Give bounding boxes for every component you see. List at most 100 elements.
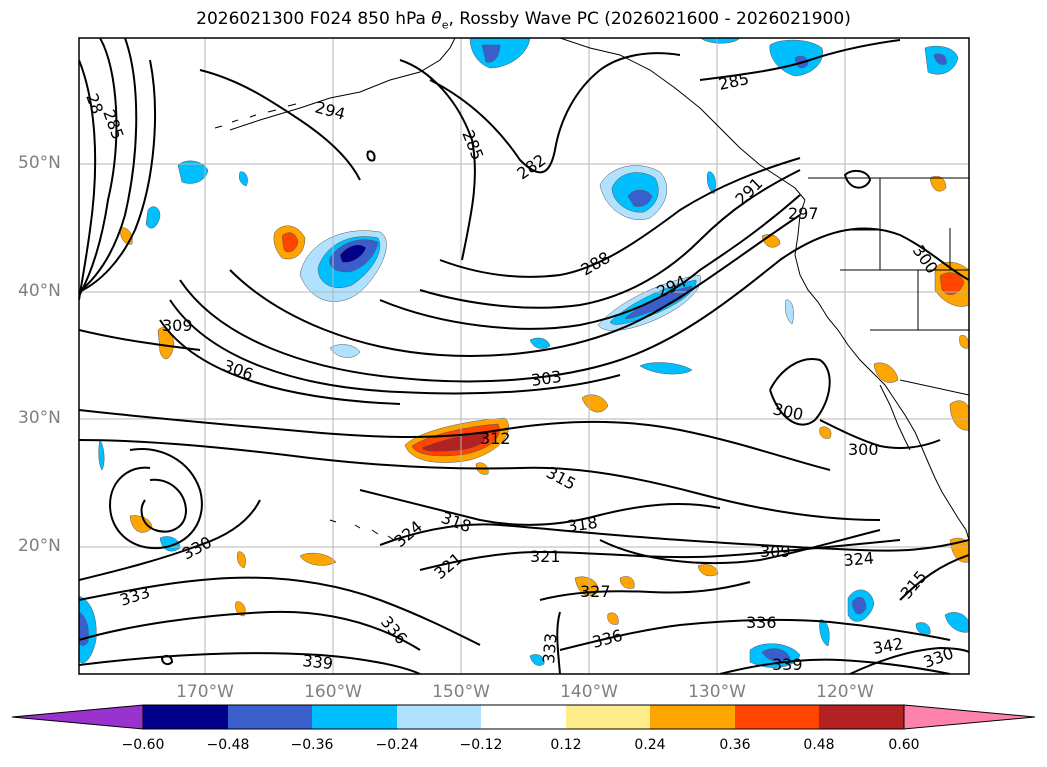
pos-area-1-max (421, 431, 489, 452)
lon-label: 140°W (560, 682, 618, 702)
colorbar-segment (819, 705, 904, 729)
contour-339-east (719, 658, 951, 674)
colorbar-tick-label: −0.60 (121, 737, 165, 753)
north-america-west-coast (794, 199, 969, 541)
lon-label: 120°W (816, 682, 874, 702)
neg-area-4 (177, 160, 209, 184)
colorbar-tick-label: −0.48 (206, 737, 250, 753)
contour-294-outer (199, 69, 361, 181)
colorbar-segment (566, 705, 650, 729)
lon-label: 160°W (304, 682, 362, 702)
hawaii-islands (329, 519, 395, 541)
contour-294-main (379, 194, 801, 330)
neg-area-14-strong (761, 648, 791, 662)
neg-area-10 (329, 344, 361, 358)
contour-285-trough (399, 59, 476, 261)
colorbar-extend-low (11, 704, 144, 730)
theta-e-contours (79, 38, 969, 674)
contour-label: 297 (788, 204, 819, 223)
map-background (79, 38, 969, 674)
contour-300-loop (769, 358, 831, 426)
contour-333 (79, 576, 481, 646)
neg-area-19 (944, 612, 969, 633)
colorbar-tick-label: 0.60 (888, 737, 920, 753)
state-borders (840, 178, 969, 396)
contour-west-3 (79, 59, 156, 293)
contour-306 (169, 299, 621, 395)
pos-area-19 (607, 612, 619, 625)
contour-318 (359, 489, 721, 526)
neg-area-1-max (339, 244, 367, 263)
baja-california (879, 384, 911, 451)
contour-336-west (79, 610, 421, 651)
neg-area-24 (529, 654, 545, 666)
pos-area-7 (299, 552, 337, 566)
lat-lon-grid (79, 38, 969, 674)
contour-342 (849, 646, 969, 674)
pos-area-10 (929, 175, 947, 192)
pos-area-17 (237, 551, 246, 569)
pos-area-22 (819, 426, 832, 439)
contour-288 (439, 157, 801, 278)
lat-label: 30°N (18, 408, 61, 428)
lon-label: 130°W (688, 682, 746, 702)
pos-area-12 (949, 400, 969, 431)
map-frame (78, 37, 970, 675)
neg-area-17 (707, 171, 716, 195)
contour-west-1 (79, 38, 118, 297)
colorbar-segment (397, 705, 481, 729)
neg-area-12 (639, 362, 693, 375)
contour-spiral-outer (108, 448, 203, 550)
coastlines (214, 38, 969, 541)
contour-339 (79, 652, 421, 674)
contour-label: 318 (566, 513, 599, 536)
contour-309-b (159, 319, 401, 405)
neg-area-22 (239, 171, 248, 187)
colorbar-tick-label: 0.48 (803, 737, 835, 753)
colorbar-tick-label: 0.24 (634, 737, 666, 753)
colorbar-segment (143, 705, 228, 729)
neg-area-13-strong (851, 596, 867, 615)
neg-area-8-strong (933, 53, 947, 65)
colorbar-segment (228, 705, 312, 729)
contour-label: 324 (843, 548, 875, 570)
neg-area-11 (529, 337, 551, 349)
pos-area-3-strong (939, 272, 965, 295)
contour-label: 309 (162, 316, 193, 335)
contour-small-loop-2 (843, 169, 872, 189)
contour-label: 312 (480, 429, 511, 448)
contour-327 (539, 581, 751, 601)
colorbar-extend-high (903, 704, 1036, 730)
neg-area-6-strong (481, 44, 501, 63)
contour-label: 336 (746, 613, 777, 632)
neg-area-21 (785, 299, 794, 325)
pos-area-2-strong (281, 232, 299, 253)
pos-area-18 (235, 601, 246, 617)
neg-area-3-strong (627, 189, 653, 207)
contour-label: 339 (302, 651, 334, 673)
contour-label: 309 (760, 542, 791, 561)
figure-title: 2026021300 F024 850 hPa θe, Rossby Wave … (196, 9, 851, 32)
contour-label: 327 (580, 582, 611, 601)
colorbar (11, 704, 1036, 730)
contour-336-east (559, 618, 951, 651)
alaska-coast (229, 38, 456, 131)
contour-333-south (556, 611, 561, 674)
neg-area-16 (98, 439, 105, 471)
contour-label: 303 (530, 367, 563, 390)
colorbar-segment (481, 705, 566, 729)
colorbar-tick-label: −0.36 (290, 737, 334, 753)
lon-label: 170°W (176, 682, 234, 702)
colorbar-tick-label: 0.12 (550, 737, 582, 753)
lat-label: 50°N (18, 153, 61, 173)
pos-area-5 (157, 327, 175, 360)
colorbar-tick-label: −0.12 (459, 737, 503, 753)
contour-300-far-west (79, 59, 97, 301)
contour-label: 333 (539, 632, 561, 664)
colorbar-segment (312, 705, 397, 729)
contour-label: 339 (772, 655, 803, 674)
lat-label: 20°N (18, 536, 61, 556)
colorbar-tick-label: 0.36 (719, 737, 751, 753)
colorbar-segment (650, 705, 735, 729)
